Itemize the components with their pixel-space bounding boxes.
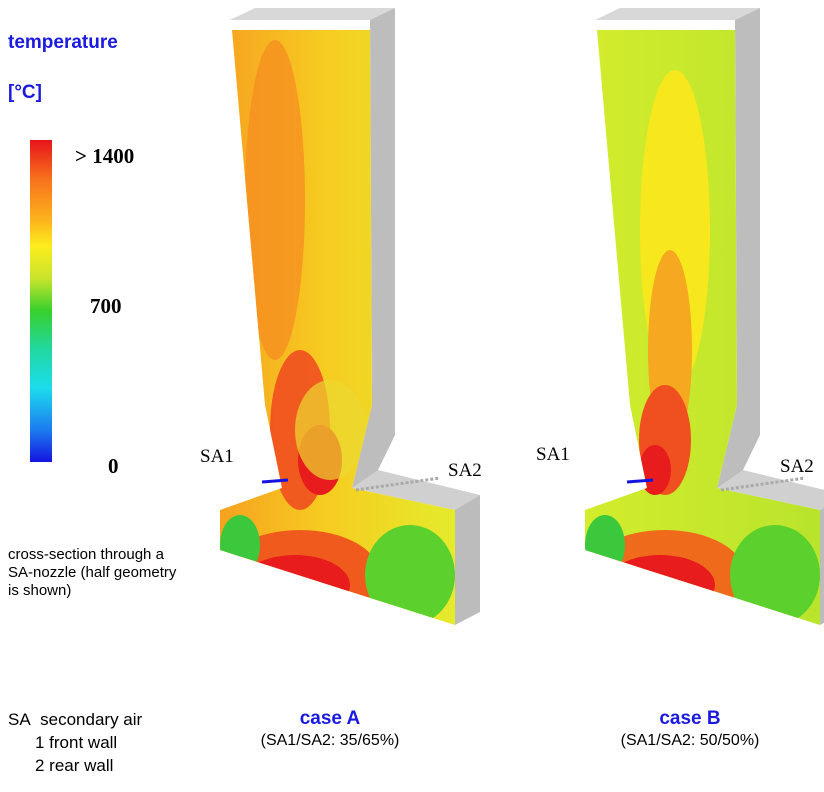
nozzle-label: SA1 [536, 444, 570, 466]
figure-graphics [0, 0, 824, 792]
scale-label: > 1400 [75, 144, 134, 169]
nozzle-label: SA1 [200, 446, 234, 468]
figure: temperature [°C] > 1400 700 0 cross-sect… [0, 0, 824, 792]
abbr-item: 1 front wall [8, 731, 178, 754]
furnace-case-a [215, 8, 480, 630]
abbr-item: 2 rear wall [8, 754, 178, 777]
legend-title: temperature [8, 32, 118, 54]
abbr-meaning: secondary air [40, 710, 142, 729]
nozzle-label: SA2 [448, 460, 482, 482]
panel-caption: case B (SA1/SA2: 50/50%) [570, 708, 810, 750]
abbreviations: SA secondary air 1 front wall 2 rear wal… [8, 708, 178, 777]
legend-unit: [°C] [8, 82, 42, 104]
furnace-case-b [580, 8, 824, 630]
panel-subtitle: (SA1/SA2: 50/50%) [570, 732, 810, 750]
scale-label: 0 [108, 454, 119, 479]
panel-title: case B [570, 708, 810, 730]
abbr-term: SA [8, 710, 31, 729]
panel-caption: case A (SA1/SA2: 35/65%) [210, 708, 450, 750]
scale-label: 700 [90, 294, 122, 319]
panel-title: case A [210, 708, 450, 730]
colorbar [30, 140, 52, 462]
panel-subtitle: (SA1/SA2: 35/65%) [210, 732, 450, 750]
nozzle-label: SA2 [780, 456, 814, 478]
note: cross-section through a SA-nozzle (half … [8, 546, 183, 600]
